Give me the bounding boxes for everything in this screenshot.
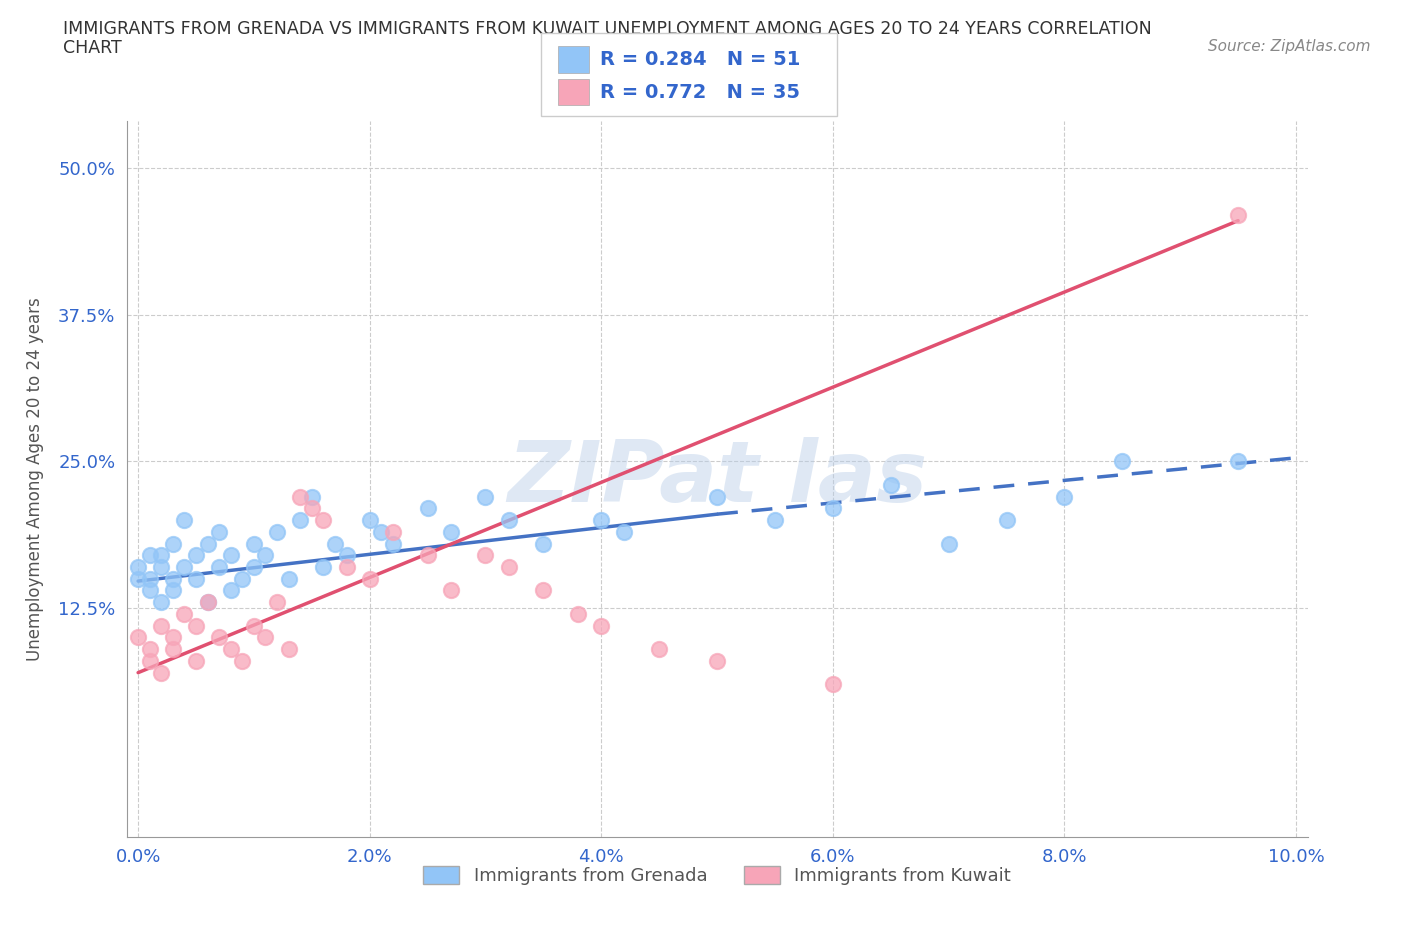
Point [995,512,1018,527]
Point [243,536,266,551]
Point [821,501,844,516]
Point [197,536,219,551]
Point [591,512,613,527]
Point [474,548,496,563]
Text: Source: ZipAtlas.com: Source: ZipAtlas.com [1208,39,1371,54]
Point [219,548,242,563]
Point [359,512,381,527]
Point [323,536,346,551]
Point [138,548,160,563]
Point [138,642,160,657]
Point [208,525,231,539]
Point [290,512,312,527]
Point [440,583,463,598]
Point [162,583,184,598]
Point [138,583,160,598]
Point [381,536,404,551]
Legend: Immigrants from Grenada, Immigrants from Kuwait: Immigrants from Grenada, Immigrants from… [416,858,1018,893]
Point [162,630,184,644]
Point [381,525,404,539]
Point [290,489,312,504]
Point [531,536,554,551]
Text: IMMIGRANTS FROM GRENADA VS IMMIGRANTS FROM KUWAIT UNEMPLOYMENT AMONG AGES 20 TO : IMMIGRANTS FROM GRENADA VS IMMIGRANTS FR… [63,20,1152,38]
Point [173,560,195,575]
Point [474,489,496,504]
Point [440,525,463,539]
Point [498,560,520,575]
Point [162,536,184,551]
Point [938,536,960,551]
Point [138,571,160,586]
Point [184,548,207,563]
Point [498,512,520,527]
Point [184,654,207,669]
Point [1227,454,1250,469]
Point [127,630,149,644]
Point [219,583,242,598]
Point [763,512,786,527]
Point [208,560,231,575]
Point [277,571,299,586]
Point [184,618,207,633]
Point [531,583,554,598]
Point [370,525,392,539]
Point [150,560,173,575]
Point [266,525,288,539]
Point [301,501,323,516]
Point [231,654,253,669]
Point [184,571,207,586]
Text: ZIPat las: ZIPat las [508,437,927,521]
Point [706,489,728,504]
Point [416,501,439,516]
Point [312,512,335,527]
Point [243,560,266,575]
Point [243,618,266,633]
Text: R = 0.284   N = 51: R = 0.284 N = 51 [600,50,801,69]
Point [301,489,323,504]
Point [416,548,439,563]
Point [821,677,844,692]
Y-axis label: Unemployment Among Ages 20 to 24 years: Unemployment Among Ages 20 to 24 years [27,297,44,661]
Point [335,560,357,575]
Point [254,630,277,644]
Point [648,642,671,657]
Text: CHART: CHART [63,39,122,57]
Point [197,595,219,610]
Point [150,548,173,563]
Point [127,571,149,586]
Point [880,477,903,492]
Point [150,595,173,610]
Point [231,571,253,586]
Point [127,560,149,575]
Point [1227,207,1250,222]
Point [335,548,357,563]
Point [162,642,184,657]
Point [219,642,242,657]
Point [254,548,277,563]
Point [567,606,589,621]
Text: R = 0.772   N = 35: R = 0.772 N = 35 [600,83,800,101]
Point [277,642,299,657]
Point [173,512,195,527]
Point [266,595,288,610]
Point [150,665,173,680]
Point [150,618,173,633]
Point [312,560,335,575]
Point [208,630,231,644]
Point [1111,454,1133,469]
Point [162,571,184,586]
Point [613,525,636,539]
Point [359,571,381,586]
Point [138,654,160,669]
Point [1053,489,1076,504]
Point [591,618,613,633]
Point [173,606,195,621]
Point [197,595,219,610]
Point [706,654,728,669]
